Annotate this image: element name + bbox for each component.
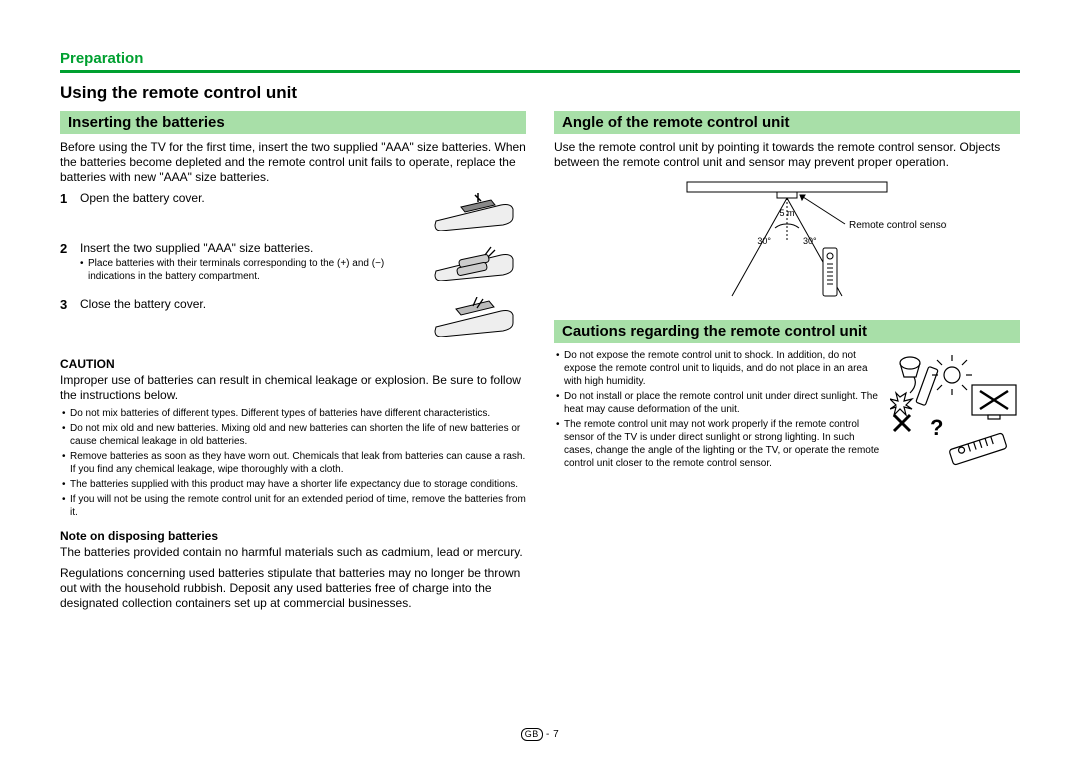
step-sub-bullet: Place batteries with their terminals cor…	[80, 258, 416, 283]
section-title: Using the remote control unit	[60, 83, 1020, 103]
page-footer: GB - 7	[0, 728, 1080, 741]
caution-bullet: The batteries supplied with this product…	[60, 478, 526, 491]
caution-bullet: The remote control unit may not work pro…	[554, 418, 882, 470]
cautions-bullets: Do not expose the remote control unit to…	[554, 349, 882, 499]
caution-bullet: If you will not be using the remote cont…	[60, 493, 526, 519]
inserting-batteries-intro: Before using the TV for the first time, …	[60, 140, 526, 185]
step-number: 3	[60, 297, 80, 312]
caution-bullet: Do not expose the remote control unit to…	[554, 349, 882, 388]
step-2: 2 Insert the two supplied "AAA" size bat…	[60, 241, 526, 293]
footer-sep: -	[543, 729, 553, 740]
cautions-remote-heading: Cautions regarding the remote control un…	[554, 320, 1020, 343]
caution-bullet: Do not mix batteries of different types.…	[60, 407, 526, 420]
left-column: Inserting the batteries Before using the…	[60, 111, 526, 617]
note-heading: Note on disposing batteries	[60, 529, 526, 543]
battery-steps: 1 Open the battery cover. 2 Insert th	[60, 191, 526, 343]
caution-bullet: Do not mix old and new batteries. Mixing…	[60, 422, 526, 448]
note-paragraph-1: The batteries provided contain no harmfu…	[60, 545, 526, 560]
angle-left-label: 30°	[757, 236, 771, 246]
remote-angle-diagram: 5 m 30° 30° Remote control sensor	[627, 176, 947, 306]
caution-bullet: Do not install or place the remote contr…	[554, 390, 882, 416]
distance-label: 5 m	[779, 208, 794, 218]
step-number: 1	[60, 191, 80, 206]
note-paragraph-2: Regulations concerning used batteries st…	[60, 566, 526, 611]
svg-text:?: ?	[930, 415, 943, 440]
right-column: Angle of the remote control unit Use the…	[554, 111, 1020, 617]
step-text: Insert the two supplied "AAA" size batte…	[80, 241, 313, 255]
inserting-batteries-heading: Inserting the batteries	[60, 111, 526, 134]
sensor-label: Remote control sensor	[849, 220, 947, 231]
caution-text: Improper use of batteries can result in …	[60, 373, 526, 403]
caution-bullets: Do not mix batteries of different types.…	[60, 407, 526, 519]
chapter-title: Preparation	[60, 50, 1020, 67]
angle-heading: Angle of the remote control unit	[554, 111, 1020, 134]
insert-batteries-illustration	[431, 241, 526, 281]
step-number: 2	[60, 241, 80, 256]
chapter-divider	[60, 70, 1020, 73]
angle-intro: Use the remote control unit by pointing …	[554, 140, 1020, 170]
manual-page: Preparation Using the remote control uni…	[0, 0, 1080, 647]
step-sub-bullets: Place batteries with their terminals cor…	[80, 258, 416, 283]
caution-heading: CAUTION	[60, 357, 526, 371]
cautions-illustration: ?	[890, 349, 1020, 499]
angle-right-label: 30°	[803, 236, 817, 246]
step-3: 3 Close the battery cover.	[60, 297, 526, 343]
step-1: 1 Open the battery cover.	[60, 191, 526, 237]
cautions-row: Do not expose the remote control unit to…	[554, 349, 1020, 499]
open-cover-illustration	[431, 191, 526, 231]
region-badge: GB	[521, 728, 543, 741]
two-column-layout: Inserting the batteries Before using the…	[60, 111, 1020, 617]
caution-bullet: Remove batteries as soon as they have wo…	[60, 450, 526, 476]
page-number: 7	[553, 729, 559, 740]
close-cover-illustration	[431, 297, 526, 337]
